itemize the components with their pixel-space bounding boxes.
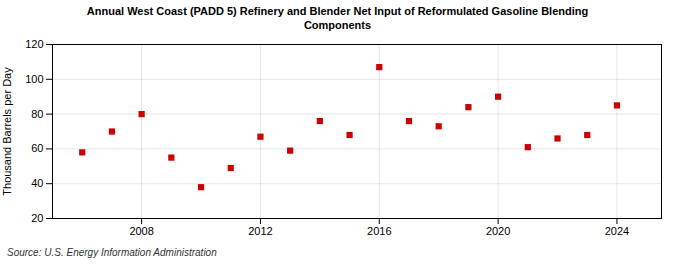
svg-text:Thousand Barrels per Day: Thousand Barrels per Day xyxy=(1,67,13,196)
svg-text:40: 40 xyxy=(31,177,43,189)
html-text:Annual West Coast (PADD 5) Ref: Annual West Coast (PADD 5) Refinery and … xyxy=(86,5,589,31)
html-text:Source: U.S. Energy Informatio: Source: U.S. Energy Information Administ… xyxy=(7,247,217,258)
svg-text:100: 100 xyxy=(25,73,43,85)
svg-text:2016: 2016 xyxy=(367,225,391,237)
svg-text:2020: 2020 xyxy=(486,225,510,237)
svg-text:2012: 2012 xyxy=(248,225,272,237)
svg-text:2008: 2008 xyxy=(129,225,153,237)
svg-text:120: 120 xyxy=(25,38,43,50)
svg-text:60: 60 xyxy=(31,142,43,154)
svg-text:80: 80 xyxy=(31,108,43,120)
svg-text:20: 20 xyxy=(31,212,43,224)
svg-text:2024: 2024 xyxy=(605,225,629,237)
